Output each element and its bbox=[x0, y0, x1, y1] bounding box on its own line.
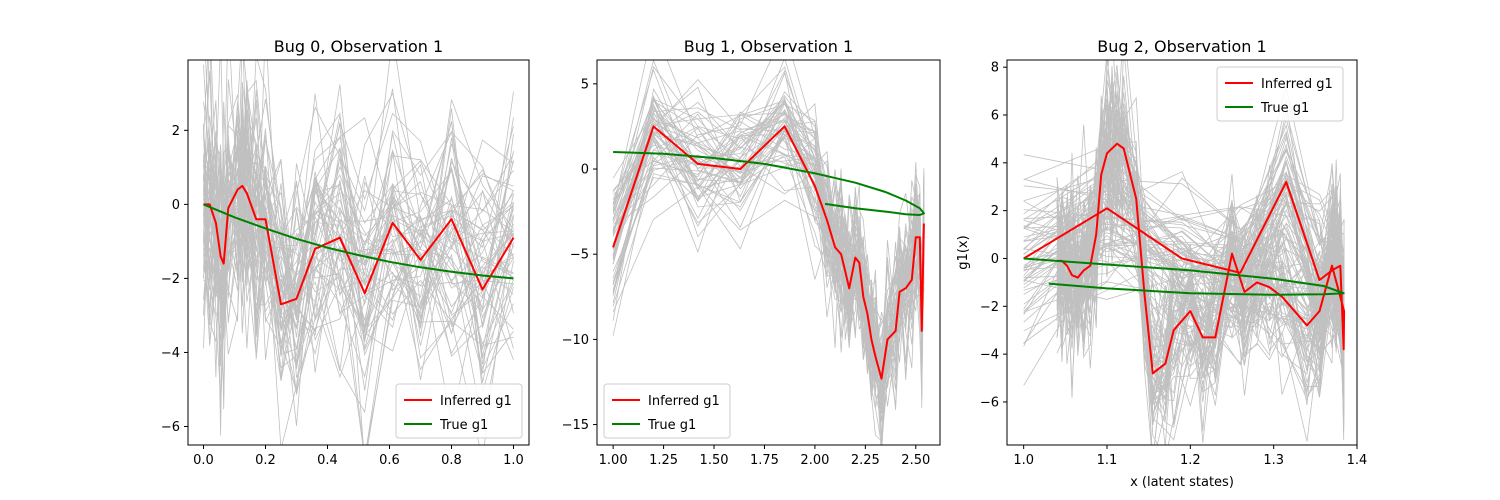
inferred-g1-line bbox=[1023, 142, 1346, 375]
sample-curve bbox=[203, 162, 514, 354]
sample-curve bbox=[203, 158, 514, 426]
x-tick-label: 1.50 bbox=[700, 453, 729, 468]
legend-label: True g1 bbox=[647, 418, 696, 433]
y-tick-label: 0 bbox=[991, 252, 999, 267]
y-tick-label: 8 bbox=[991, 61, 999, 76]
sample-curve bbox=[612, 60, 925, 403]
y-tick-label: −4 bbox=[980, 348, 999, 363]
x-tick-label: 1.0 bbox=[503, 453, 524, 468]
sample-curve bbox=[203, 89, 514, 328]
sample-curve bbox=[612, 60, 925, 386]
x-tick-label: 1.1 bbox=[1097, 453, 1118, 468]
sample-curve bbox=[612, 126, 925, 410]
y-tick-label: −5 bbox=[570, 248, 589, 263]
x-tick-label: 1.25 bbox=[649, 453, 678, 468]
sample-curve bbox=[1023, 109, 1345, 393]
y-tick-label: −2 bbox=[980, 300, 999, 315]
x-tick-label: 1.4 bbox=[1347, 453, 1368, 468]
chart-panel-2: 1.0 1.1 1.2 1.3 1.4 −6 −4 −2 0 2 4 6 8 Bug 2, Observa… bbox=[956, 37, 1368, 490]
sample-curve bbox=[1023, 110, 1345, 445]
y-tick-label: −6 bbox=[980, 395, 999, 410]
legend: Inferred g1 True g1 bbox=[395, 383, 523, 439]
x-tick-label: 0.4 bbox=[317, 453, 338, 468]
chart-panel-1: 1.00 1.25 1.50 1.75 2.00 2.25 2.50 −15 −10 −5 0 5 Bu… bbox=[562, 37, 941, 468]
legend: Inferred g1 True g1 bbox=[603, 383, 731, 439]
sample-curve bbox=[612, 120, 925, 382]
x-tick-label: 0.0 bbox=[193, 453, 214, 468]
x-tick-label: 2.50 bbox=[901, 453, 930, 468]
y-tick-label: −15 bbox=[562, 418, 589, 433]
sample-curve bbox=[203, 135, 514, 445]
x-tick-label: 1.3 bbox=[1263, 453, 1284, 468]
y-tick-label: 4 bbox=[991, 156, 999, 171]
y-tick-label: −10 bbox=[562, 333, 589, 348]
axes-frame bbox=[187, 59, 530, 446]
x-tick-label: 2.25 bbox=[851, 453, 880, 468]
x-tick-label: 2.00 bbox=[800, 453, 829, 468]
legend-label: Inferred g1 bbox=[1261, 77, 1333, 92]
sample-curve bbox=[612, 103, 925, 385]
sample-curve bbox=[203, 81, 514, 332]
inferred-g1-line bbox=[203, 184, 515, 306]
inferred-g1-line bbox=[612, 125, 925, 380]
y-tick-label: 6 bbox=[991, 109, 999, 124]
legend-label: Inferred g1 bbox=[648, 394, 720, 409]
y-tick-label: 2 bbox=[991, 204, 999, 219]
legend-label: True g1 bbox=[439, 418, 488, 433]
x-tick-label: 1.75 bbox=[750, 453, 779, 468]
chart-panel-0: 0.0 0.2 0.4 0.6 0.8 1.0 −6 −4 −2 0 2 Bug 0, Observa… bbox=[161, 37, 530, 468]
sample-curve bbox=[1023, 93, 1345, 348]
true-g1-line bbox=[203, 203, 514, 280]
x-axis-label: x (latent states) bbox=[1130, 475, 1234, 490]
legend: Inferred g1 True g1 bbox=[1216, 66, 1344, 122]
axes-frame bbox=[1006, 59, 1358, 446]
y-tick-label: −6 bbox=[161, 420, 180, 435]
y-tick-label: 5 bbox=[581, 77, 589, 92]
sample-curve bbox=[203, 120, 514, 383]
y-tick-label: 0 bbox=[581, 163, 589, 178]
sample-curve bbox=[203, 147, 514, 391]
y-tick-label: −2 bbox=[161, 272, 180, 287]
y-tick-label: 2 bbox=[172, 124, 180, 139]
x-tick-label: 0.2 bbox=[255, 453, 276, 468]
legend-label: True g1 bbox=[1260, 101, 1309, 116]
x-tick-label: 1.0 bbox=[1013, 453, 1034, 468]
x-tick-label: 1.2 bbox=[1180, 453, 1201, 468]
chart-title: Bug 1, Observation 1 bbox=[684, 37, 853, 56]
plot-area bbox=[203, 60, 515, 445]
true-g1-line bbox=[613, 151, 925, 216]
legend-label: Inferred g1 bbox=[440, 394, 512, 409]
x-tick-label: 0.8 bbox=[441, 453, 462, 468]
plot-area bbox=[612, 60, 925, 445]
x-tick-label: 0.6 bbox=[379, 453, 400, 468]
chart-title: Bug 0, Observation 1 bbox=[274, 37, 443, 56]
chart-title: Bug 2, Observation 1 bbox=[1097, 37, 1266, 56]
y-axis-label: g1(x) bbox=[956, 235, 971, 269]
y-tick-label: 0 bbox=[172, 198, 180, 213]
true-g1-line bbox=[1023, 257, 1345, 296]
axes-frame bbox=[596, 59, 941, 446]
sample-curve bbox=[1023, 79, 1345, 441]
sample-curve bbox=[1023, 143, 1345, 407]
plot-area bbox=[1023, 60, 1346, 445]
y-tick-label: −4 bbox=[161, 346, 180, 361]
x-tick-label: 1.00 bbox=[599, 453, 628, 468]
sample-curve bbox=[1023, 112, 1345, 396]
sample-curve bbox=[612, 173, 925, 442]
sample-curve bbox=[203, 147, 514, 371]
